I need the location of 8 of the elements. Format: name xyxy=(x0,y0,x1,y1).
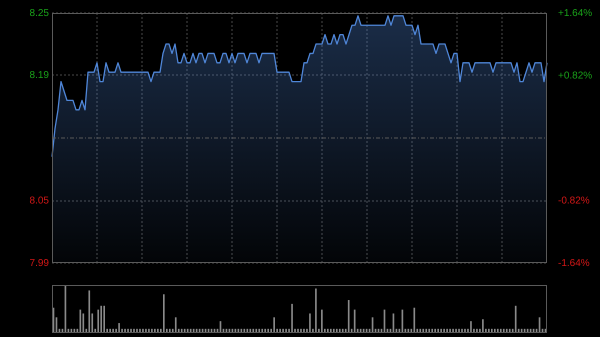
y2-tick-label: +1.64% xyxy=(558,8,592,19)
y2-tick-label: -0.82% xyxy=(558,195,590,206)
y-tick-label: 8.19 xyxy=(30,70,50,81)
y2-tick-label: -1.64% xyxy=(558,258,590,269)
y2-tick-label: +0.82% xyxy=(558,70,592,82)
y-tick-label: 8.25 xyxy=(30,8,50,19)
y-tick-label: 7.99 xyxy=(30,258,50,269)
y-tick-label: 8.05 xyxy=(30,196,50,207)
